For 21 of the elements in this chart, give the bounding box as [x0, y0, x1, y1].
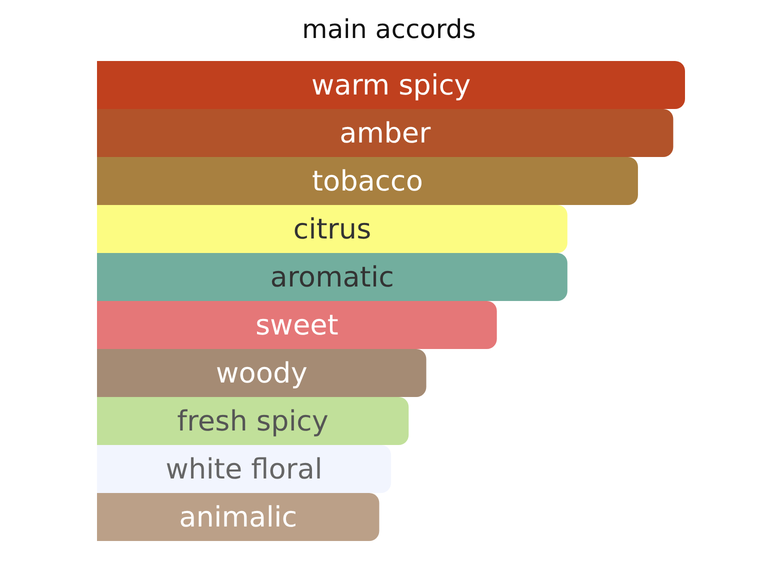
- chart-title: main accords: [302, 15, 476, 45]
- bar: [97, 445, 391, 493]
- y-tick-label: citrus: [293, 212, 372, 246]
- y-tick-label: aromatic: [270, 260, 394, 294]
- bar: [97, 301, 497, 349]
- y-tick-label: sweet: [255, 308, 338, 342]
- bar: [97, 61, 685, 109]
- y-tick-label: woody: [216, 356, 308, 390]
- y-tick-label: animalic: [179, 500, 298, 534]
- bar: [97, 157, 638, 205]
- y-tick-label: white floral: [166, 452, 322, 486]
- bar: [97, 493, 380, 541]
- y-tick-label: tobacco: [312, 164, 423, 198]
- y-tick-label: fresh spicy: [177, 404, 328, 438]
- y-tick-label: warm spicy: [311, 68, 471, 102]
- bar: [97, 109, 674, 157]
- bar: [97, 397, 409, 445]
- bar: [97, 349, 426, 397]
- bar: [97, 205, 568, 253]
- y-tick-label: amber: [340, 116, 432, 150]
- bar: [97, 253, 568, 301]
